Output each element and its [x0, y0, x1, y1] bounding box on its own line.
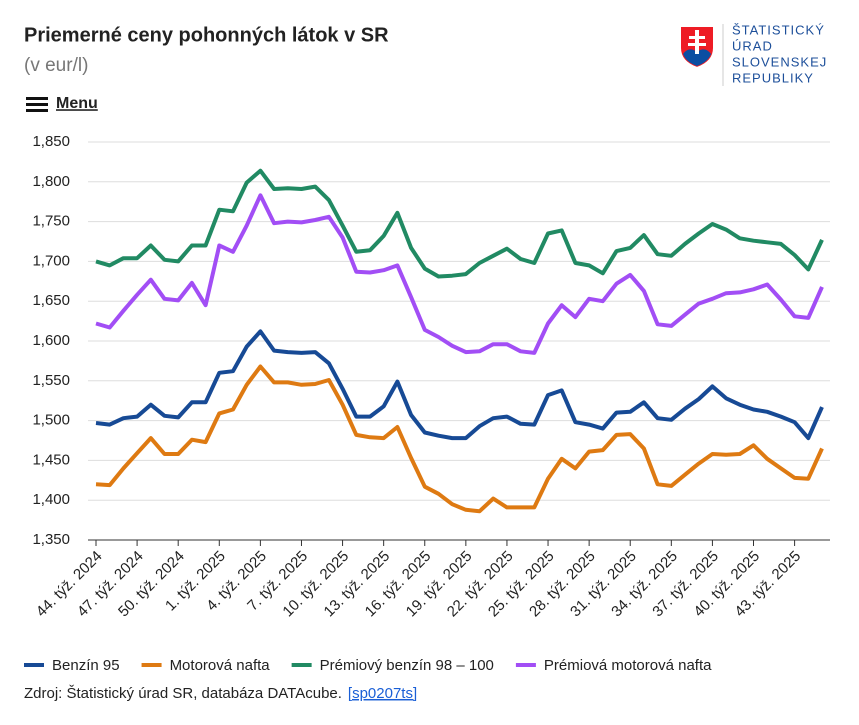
legend-label: Prémiová motorová nafta [544, 657, 712, 674]
logo-text: ÚRAD [732, 38, 773, 53]
logo-cross [688, 30, 706, 54]
y-tick-label: 1,350 [32, 531, 70, 548]
source-link[interactable]: [sp0207ts] [348, 685, 417, 702]
chart-title: Priemerné ceny pohonných látok v SR [24, 24, 389, 46]
legend-item[interactable]: Benzín 95 [24, 657, 120, 674]
menu-icon [26, 103, 48, 106]
menu-icon [26, 109, 48, 112]
y-tick-label: 1,450 [32, 451, 70, 468]
series-line [95, 329, 824, 441]
y-tick-label: 1,800 [32, 173, 70, 190]
y-tick-label: 1,400 [32, 491, 70, 508]
y-tick-label: 1,850 [32, 133, 70, 150]
y-tick-label: 1,550 [32, 372, 70, 389]
logo-text: ŠTATISTICKÝ [732, 22, 825, 37]
series-line [95, 364, 824, 514]
series-line [95, 168, 824, 279]
y-tick-label: 1,750 [32, 213, 70, 230]
legend-item[interactable]: Motorová nafta [141, 657, 271, 674]
y-tick-label: 1,500 [32, 412, 70, 429]
logo: ŠTATISTICKÝ ÚRAD SLOVENSKEJ REPUBLIKY [679, 22, 827, 86]
menu-button[interactable]: Menu [26, 95, 98, 112]
chart-subtitle: (v eur/l) [24, 55, 88, 76]
series-line [95, 193, 824, 355]
logo-hills [683, 49, 711, 66]
legend-item[interactable]: Prémiový benzín 98 – 100 [291, 657, 494, 674]
menu-label: Menu [56, 95, 98, 112]
y-tick-label: 1,600 [32, 332, 70, 349]
legend-label: Motorová nafta [170, 657, 271, 674]
source-text: Zdroj: Štatistický úrad SR, databáza DAT… [24, 685, 342, 702]
legend-label: Prémiový benzín 98 – 100 [320, 657, 494, 674]
y-tick-label: 1,700 [32, 252, 70, 269]
menu-icon [26, 97, 48, 100]
legend-label: Benzín 95 [52, 657, 120, 674]
y-tick-label: 1,650 [32, 292, 70, 309]
logo-text: REPUBLIKY [732, 70, 814, 85]
legend-item[interactable]: Prémiová motorová nafta [515, 657, 712, 674]
logo-text: SLOVENSKEJ [732, 54, 827, 69]
